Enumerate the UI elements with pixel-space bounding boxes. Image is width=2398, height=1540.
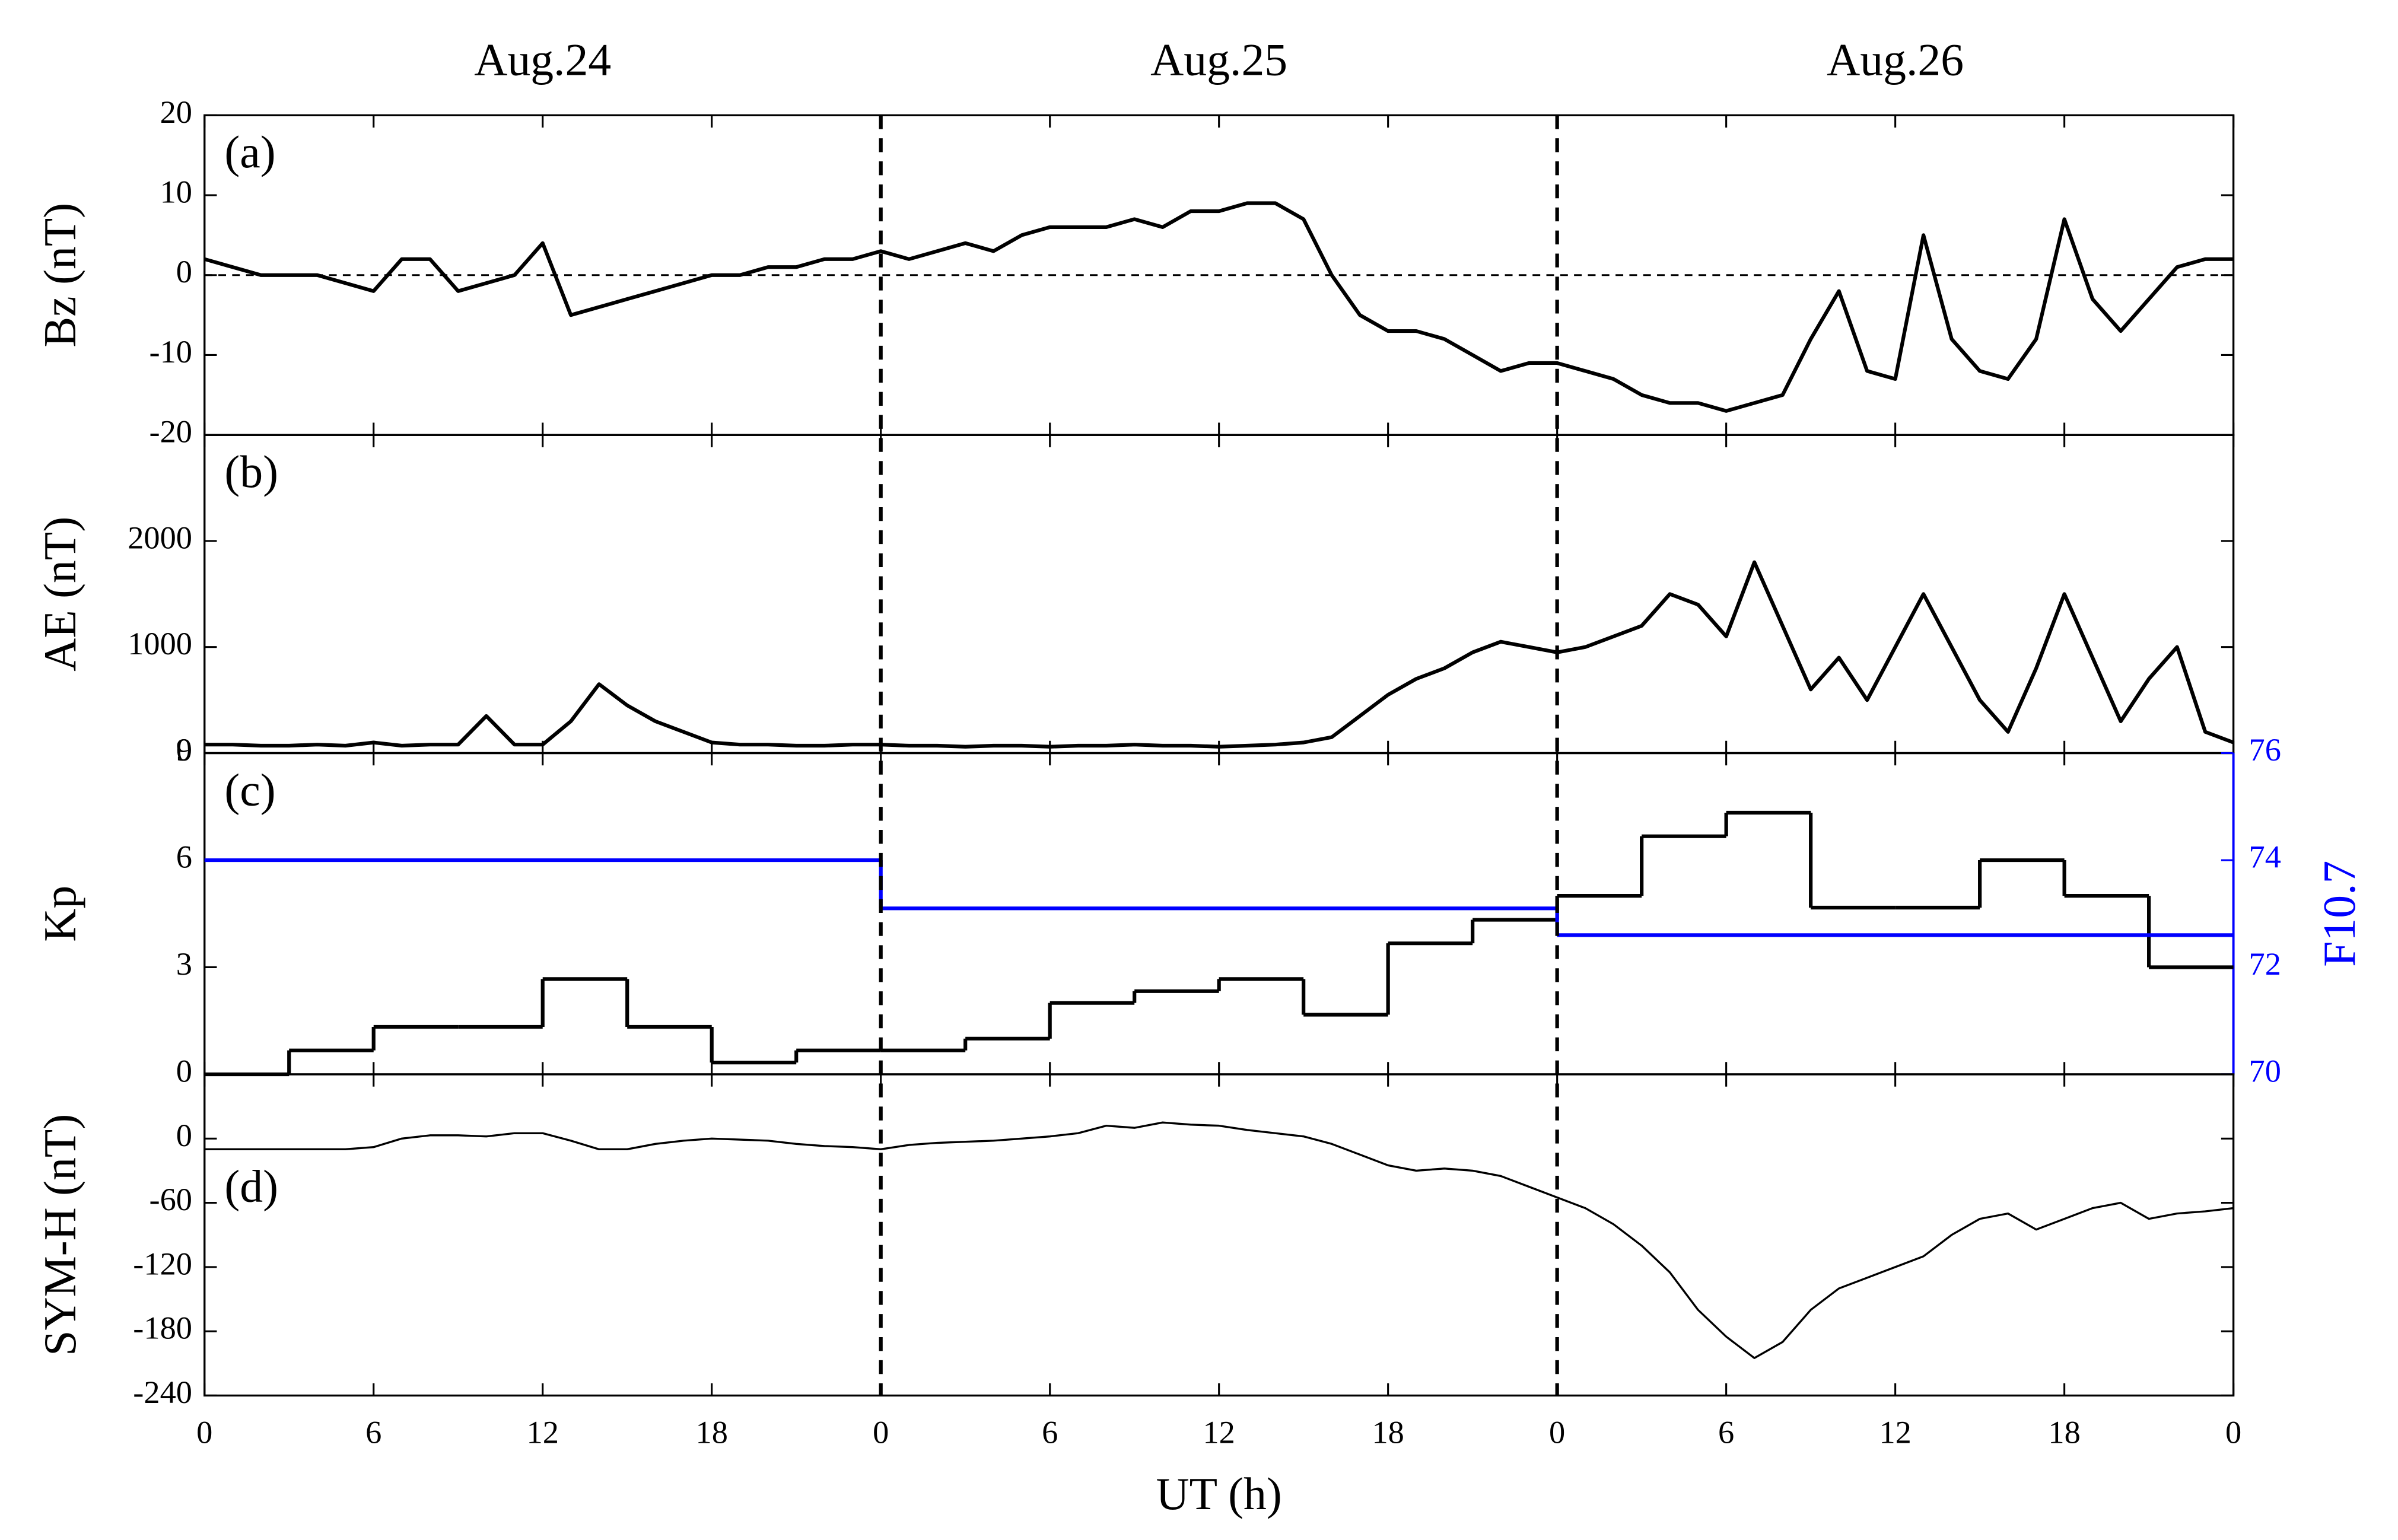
- y2-axis-label: F10.7: [2314, 861, 2365, 967]
- x-tick-label: 12: [527, 1414, 559, 1450]
- x-tick-label: 18: [2048, 1414, 2080, 1450]
- date-label: Aug.26: [1827, 34, 1964, 85]
- panel-label: (a): [224, 126, 275, 177]
- data-line: [204, 560, 2234, 749]
- date-label: Aug.24: [474, 34, 611, 85]
- x-tick-label: 6: [365, 1414, 381, 1450]
- y-tick-label: 0: [176, 1053, 192, 1089]
- x-axis-label: UT (h): [1156, 1468, 1282, 1519]
- x-tick-label: 0: [196, 1414, 212, 1450]
- y-tick-label: -60: [149, 1182, 192, 1217]
- x-tick-label: 0: [873, 1414, 889, 1450]
- y-tick-label: -180: [133, 1310, 192, 1346]
- y-tick-label: 0: [176, 732, 192, 768]
- y2-tick-label: 74: [2249, 839, 2281, 874]
- y-tick-label: -120: [133, 1246, 192, 1281]
- x-tick-label: 18: [1372, 1414, 1404, 1450]
- y-tick-label: 20: [160, 94, 192, 130]
- x-tick-label: 0: [2225, 1414, 2241, 1450]
- y-tick-label: 2000: [128, 520, 192, 555]
- data-line: [203, 201, 2234, 413]
- data-line: [204, 1121, 2234, 1359]
- panel-frame: [203, 1073, 2235, 1397]
- y-axis-label: SYM-H (nT): [34, 1114, 85, 1356]
- y-tick-label: 0: [176, 1118, 192, 1153]
- y-axis-label: Bz (nT): [34, 203, 85, 348]
- y2-tick-label: 72: [2249, 946, 2281, 982]
- x-tick-label: 12: [1879, 1414, 1911, 1450]
- y-axis-label: AE (nT): [34, 517, 85, 672]
- x-tick-label: 18: [696, 1414, 728, 1450]
- y2-tick-label: 76: [2249, 732, 2281, 768]
- y-tick-label: 10: [160, 174, 192, 210]
- x-tick-label: 0: [1549, 1414, 1565, 1450]
- y-tick-label: -10: [149, 334, 192, 370]
- x-tick-label: 6: [1718, 1414, 1734, 1450]
- panel-label: (c): [224, 764, 275, 815]
- y2-tick-label: 70: [2249, 1053, 2281, 1089]
- x-tick-label: 6: [1042, 1414, 1058, 1450]
- y-tick-label: 9: [176, 732, 192, 768]
- y-tick-label: -240: [133, 1374, 192, 1410]
- y-tick-label: 6: [176, 839, 192, 874]
- panel-label: (b): [224, 446, 278, 497]
- y-tick-label: 3: [176, 946, 192, 982]
- y-axis-label: Kp: [34, 886, 85, 942]
- y-tick-label: 0: [176, 254, 192, 289]
- panel-label: (d): [224, 1161, 278, 1212]
- y-tick-label: -20: [149, 414, 192, 450]
- x-tick-label: 12: [1203, 1414, 1235, 1450]
- y-tick-label: 1000: [128, 626, 192, 661]
- panel-frame: [203, 434, 2235, 755]
- date-label: Aug.25: [1150, 34, 1287, 85]
